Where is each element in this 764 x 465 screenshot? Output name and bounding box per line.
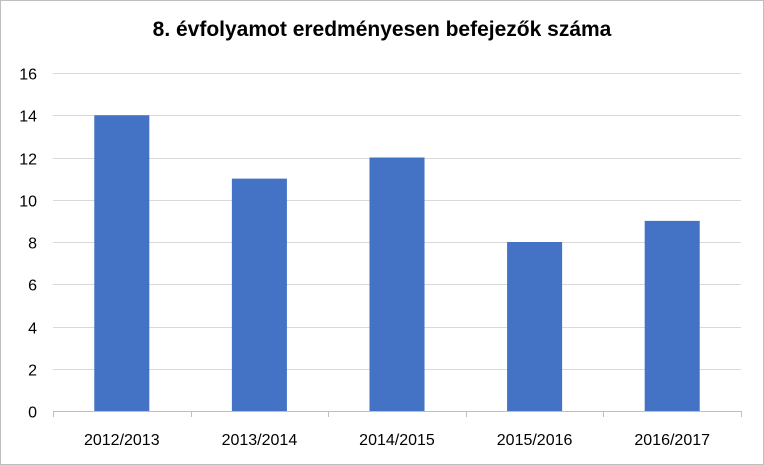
x-tick-label: 2013/2014 bbox=[222, 432, 298, 449]
y-tick-label: 6 bbox=[28, 278, 37, 295]
y-tick-label: 2 bbox=[28, 363, 37, 380]
y-tick-label: 4 bbox=[28, 321, 37, 338]
x-tick-label: 2016/2017 bbox=[634, 432, 710, 449]
y-tick-labels: 0 2 4 6 8 10 12 14 16 bbox=[19, 67, 37, 422]
axes bbox=[53, 411, 742, 417]
bars bbox=[94, 115, 700, 411]
bar-2012-2013 bbox=[94, 115, 150, 411]
y-tick-label: 0 bbox=[28, 405, 37, 422]
y-tick-label: 16 bbox=[19, 67, 37, 84]
x-tick-label: 2012/2013 bbox=[84, 432, 160, 449]
bar-2014-2015 bbox=[369, 157, 425, 411]
x-tick-label: 2014/2015 bbox=[359, 432, 435, 449]
y-tick-label: 14 bbox=[19, 109, 37, 126]
bar-2015-2016 bbox=[507, 242, 563, 411]
x-tick-label: 2015/2016 bbox=[497, 432, 573, 449]
bar-2013-2014 bbox=[231, 178, 287, 411]
x-tick-labels: 2012/2013 2013/2014 2014/2015 2015/2016 2016… bbox=[84, 432, 710, 449]
y-tick-label: 10 bbox=[19, 194, 37, 211]
chart-title: 8. évfolyamot eredményesen befejezők szá… bbox=[152, 18, 612, 41]
y-tick-label: 12 bbox=[19, 152, 37, 169]
y-tick-label: 8 bbox=[28, 236, 37, 253]
bar-2016-2017 bbox=[644, 220, 700, 411]
